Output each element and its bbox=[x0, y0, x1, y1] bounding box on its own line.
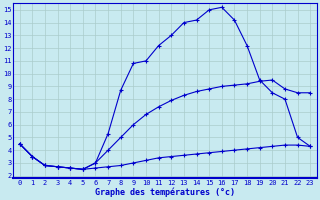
X-axis label: Graphe des températures (°c): Graphe des températures (°c) bbox=[95, 187, 235, 197]
